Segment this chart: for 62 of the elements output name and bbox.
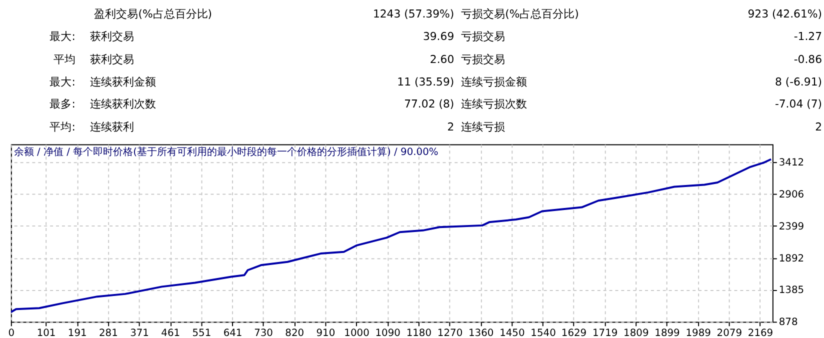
x-tick-label: 641 [223, 328, 242, 338]
text: 39.69 [422, 30, 454, 44]
x-tick-label: 1809 [624, 328, 649, 338]
line-series [10, 158, 772, 314]
text: 亏损交易 [461, 30, 506, 44]
x-tick-label: 2079 [716, 328, 742, 338]
y-tick-label: 1385 [778, 285, 804, 296]
text: 最大: [50, 76, 76, 89]
y-tick-label: 3412 [778, 158, 804, 169]
y-tick-label: 878 [778, 317, 798, 328]
text: -7.04 (7) [774, 98, 822, 111]
text: 最大: [50, 30, 76, 44]
text: 获利交易 [90, 30, 134, 44]
y-tick-label: 1892 [778, 253, 804, 264]
text: 亏损交易(%占总百分比) [461, 7, 579, 20]
text: 8 (-6.91) [774, 76, 822, 89]
text: 77.02 (8) [404, 98, 454, 111]
x-tick-label: 0 [8, 328, 15, 338]
y-tick-label: 2906 [778, 189, 804, 200]
x-tick-label: 1090 [375, 328, 400, 338]
text: -0.86 [794, 52, 822, 66]
text: -1.27 [794, 30, 822, 44]
text: 连续获利 [90, 120, 134, 134]
x-tick-label: 1989 [686, 328, 711, 338]
x-tick-label: 820 [285, 328, 304, 338]
text: 亏损交易 [461, 52, 506, 66]
text: 1243 (57.39%) [372, 7, 454, 20]
x-tick-label: 1360 [468, 328, 494, 338]
text: 连续亏损金额 [461, 76, 528, 89]
x-tick-label: 101 [36, 328, 56, 338]
text: 2 [815, 120, 822, 134]
text: 获利交易 [90, 52, 134, 66]
x-tick-label: 1270 [437, 328, 463, 338]
x-tick-label: 1180 [406, 328, 432, 338]
x-tick-label: 1000 [344, 328, 370, 338]
text: 连续亏损次数 [461, 98, 528, 111]
x-tick-label: 1629 [561, 328, 587, 338]
text: 平均 [53, 52, 76, 66]
text: 盈利交易(%占总百分比) [94, 7, 212, 20]
x-tick-label: 1540 [530, 328, 556, 338]
chart-title: 余额 / 净值 / 每个即时价格(基于所有可利用的最小时段的每一个价格的分形插值计算) / 90.00% [14, 146, 438, 158]
x-tick-label: 371 [130, 328, 149, 338]
x-tick-label: 730 [254, 328, 273, 338]
text: 连续亏损 [461, 120, 506, 134]
x-tick-label: 281 [98, 328, 118, 338]
x-tick-label: 910 [316, 328, 336, 338]
text: 2.60 [430, 52, 454, 66]
x-tick-label: 551 [192, 328, 212, 338]
x-tick-label: 191 [68, 328, 87, 338]
text: 11 (35.59) [397, 76, 454, 89]
text: 2 [447, 120, 454, 134]
x-tick-label: 1719 [592, 328, 618, 338]
text: 连续获利次数 [90, 98, 156, 111]
x-tick-label: 1450 [500, 328, 525, 338]
text: 平均: [50, 120, 76, 134]
text: 923 (42.61%) [748, 7, 822, 20]
x-tick-label: 461 [161, 328, 180, 338]
y-tick-label: 2399 [778, 221, 804, 232]
text: 连续获利金额 [90, 76, 156, 89]
text: 最多: [50, 98, 76, 111]
x-tick-label: 1899 [654, 328, 680, 338]
x-tick-label: 2169 [748, 328, 774, 338]
